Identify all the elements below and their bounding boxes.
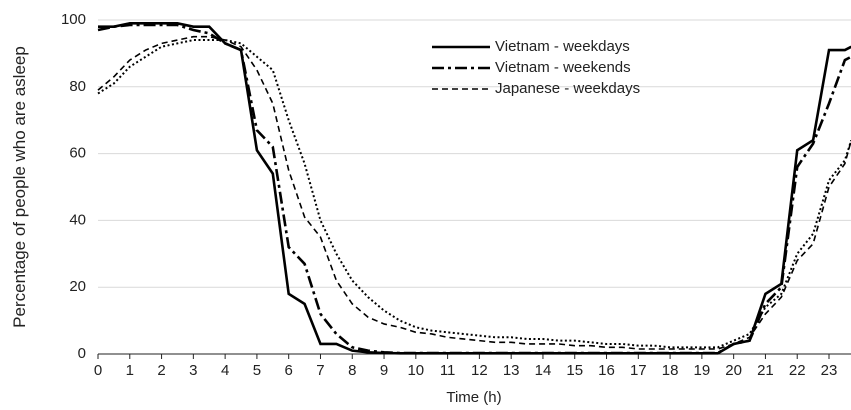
x-tick-label: 21: [757, 362, 774, 379]
x-tick-label: 15: [566, 362, 583, 379]
x-tick-label: 22: [789, 362, 806, 379]
y-axis-label: Percentage of people who are asleep: [10, 46, 29, 328]
x-tick-label: 9: [380, 362, 388, 379]
series-line: [97, 23, 851, 355]
y-tick-label: 100: [61, 11, 86, 28]
x-tick-label: 13: [503, 362, 520, 379]
x-tick-label: 5: [253, 362, 261, 379]
y-tick-label: 80: [69, 78, 86, 95]
x-tick-label: 19: [694, 362, 711, 379]
series-line: [97, 35, 851, 350]
x-tick-label: 10: [407, 362, 424, 379]
x-tick-label: 4: [221, 362, 229, 379]
y-tick-label: 20: [69, 278, 86, 295]
x-tick-label: 0: [94, 362, 102, 379]
x-tick-label: 8: [348, 362, 356, 379]
x-tick-label: 3: [189, 362, 197, 379]
legend-label: Vietnam - weekends: [495, 59, 631, 76]
x-tick-label: 1: [126, 362, 134, 379]
x-tick-label: 17: [630, 362, 647, 379]
series-line: [98, 22, 851, 355]
series-line: [97, 39, 851, 349]
y-tick-label: 0: [78, 345, 86, 362]
x-tick-label: 2: [157, 362, 165, 379]
x-tick-label: 7: [316, 362, 324, 379]
x-tick-label: 12: [471, 362, 488, 379]
x-axis-label: Time (h): [446, 389, 501, 406]
x-tick-label: 20: [725, 362, 742, 379]
x-tick-label: 6: [285, 362, 293, 379]
x-tick-label: 18: [662, 362, 679, 379]
y-tick-label: 60: [69, 145, 86, 162]
legend-label: Japanese - weekdays: [495, 80, 640, 97]
x-tick-label: 16: [598, 362, 615, 379]
x-tick-label: 14: [535, 362, 552, 379]
x-tick-label: 23: [821, 362, 838, 379]
y-tick-label: 40: [69, 211, 86, 228]
legend-label: Vietnam - weekdays: [495, 38, 630, 55]
x-tick-label: 11: [440, 362, 456, 379]
